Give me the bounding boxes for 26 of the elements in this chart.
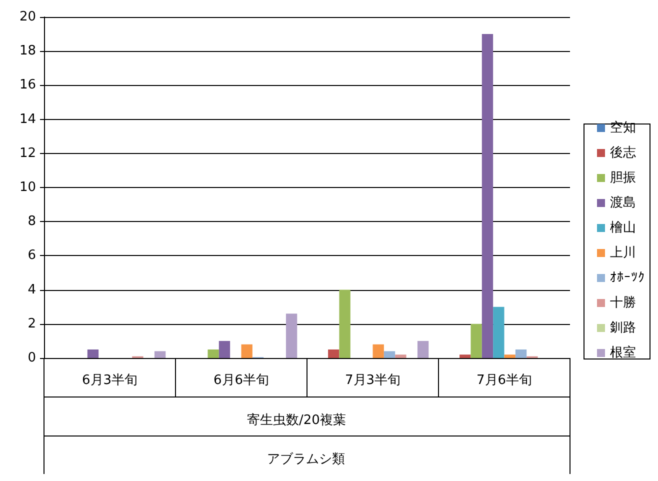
y-tick-label: 14 [19,112,36,127]
y-tick-label: 18 [19,44,36,59]
legend-label: ｵﾎｰﾂｸ [610,270,645,286]
y-tick-label: 0 [28,350,36,366]
legend-label: 釧路 [610,320,636,336]
legend-label: 胆振 [610,170,636,186]
y-tick-label: 8 [28,214,36,230]
y-tick-label: 2 [28,316,36,332]
x-tick-label: 6月3半旬 [82,373,138,388]
x-axis-title: 寄生虫数/20複葉 [247,412,346,428]
x-tick-label: 6月6半旬 [213,373,270,388]
x-tick-label: 7月3半旬 [344,373,401,388]
text: アブラムシ類 [267,452,345,467]
legend-label: 後志 [610,146,636,160]
legend-label: 根室 [610,344,636,360]
y-tick-label: 20 [19,10,36,24]
legend-label: 上川 [610,246,636,260]
y-tick-label: 12 [19,146,36,161]
legend-label: 渡島 [610,196,636,210]
x-tick-label: 7月6半旬 [476,373,532,388]
y-tick-label: 6 [28,248,36,264]
legend-label: 檜山 [610,220,636,236]
legend-label: 十勝 [610,296,636,310]
y-tick-label: 4 [28,282,36,298]
y-tick-label: 16 [19,78,36,93]
y-tick-label: 10 [19,180,36,195]
